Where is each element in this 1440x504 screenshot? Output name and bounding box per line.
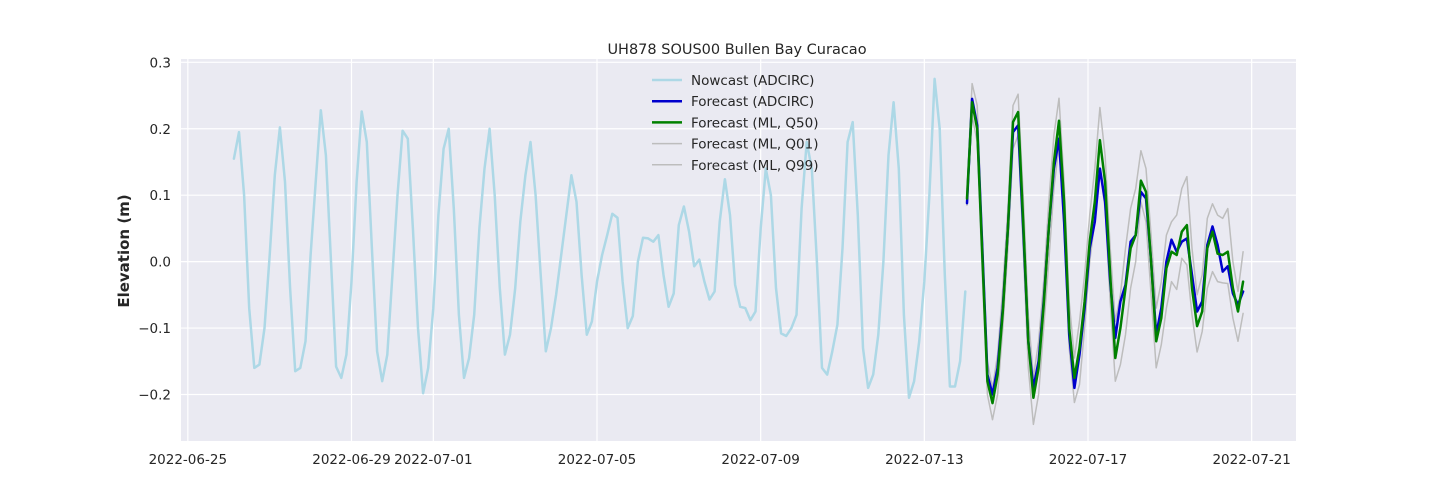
x-tick-label: 2022-07-09 [721, 452, 799, 468]
legend-label: Nowcast (ADCIRC) [691, 73, 814, 89]
y-tick-label: −0.2 [138, 387, 171, 403]
y-axis-ticks: −0.2 −0.1 0.0 0.1 0.2 0.3 [138, 55, 171, 403]
series-line-forecast-ml-q99 [966, 82, 1244, 389]
legend-label: Forecast (ADCIRC) [691, 94, 814, 110]
x-tick-label: 2022-07-05 [558, 452, 636, 468]
y-tick-label: −0.1 [138, 321, 171, 337]
y-tick-label: 0.0 [150, 255, 171, 271]
x-tick-label: 2022-07-13 [885, 452, 963, 468]
x-tick-label: 2022-06-29 [312, 452, 390, 468]
legend-label: Forecast (ML, Q50) [691, 115, 819, 131]
series-line-nowcast-adcirc [232, 77, 967, 400]
x-tick-label: 2022-07-21 [1212, 452, 1290, 468]
x-tick-label: 2022-07-17 [1049, 452, 1127, 468]
x-tick-label: 2022-07-01 [394, 452, 472, 468]
legend: Nowcast (ADCIRC) Forecast (ADCIRC) Forecas… [652, 73, 819, 174]
x-axis-ticks: 2022-06-25 2022-06-29 2022-07-01 2022-07-05… [149, 452, 1291, 468]
x-tick-label: 2022-06-25 [149, 452, 227, 468]
y-tick-label: 0.1 [150, 188, 171, 204]
y-axis-label: Elevation (m) [115, 194, 133, 307]
y-tick-label: 0.3 [150, 55, 171, 71]
legend-label: Forecast (ML, Q01) [691, 137, 819, 153]
series-line-forecast-ml-q50 [965, 100, 1245, 405]
y-tick-label: 0.2 [150, 122, 171, 138]
chart-title: UH878 SOUS00 Bullen Bay Curacao [607, 42, 866, 58]
legend-label: Forecast (ML, Q99) [691, 158, 819, 174]
series-layer [232, 77, 1245, 426]
